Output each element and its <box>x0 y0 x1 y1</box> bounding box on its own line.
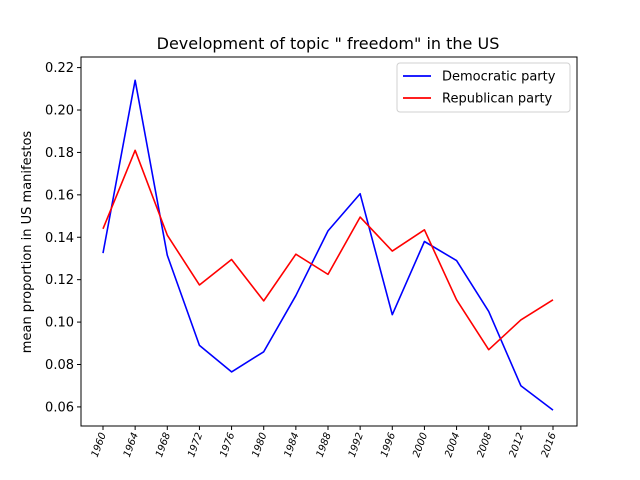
data-point-democratic-1984 <box>295 295 297 297</box>
data-point-democratic-1968 <box>166 254 168 256</box>
x-tick-label-1996: 1996 <box>379 431 398 459</box>
data-point-republican-1992 <box>359 216 361 218</box>
x-tick-label-1980: 1980 <box>250 431 269 459</box>
data-point-democratic-1992 <box>359 193 361 195</box>
series-line-democratic <box>102 79 554 411</box>
data-point-republican-2012 <box>520 319 522 321</box>
data-point-republican-2016 <box>552 299 554 301</box>
x-tick-label-2008: 2008 <box>475 431 494 459</box>
data-point-democratic-2000 <box>423 241 425 243</box>
data-point-democratic-2016 <box>552 409 554 411</box>
y-tick-label-0: 0.06 <box>45 400 74 415</box>
x-tick-label-1960: 1960 <box>90 431 109 459</box>
x-tick-label-1976: 1976 <box>218 431 237 459</box>
data-point-democratic-1976 <box>231 371 233 373</box>
y-tick-label-4: 0.14 <box>45 231 74 246</box>
x-tick-label-1988: 1988 <box>315 431 334 459</box>
series-line-republican <box>102 149 554 351</box>
y-tick-label-7: 0.20 <box>45 104 74 119</box>
chart-title: Development of topic " freedom" in the U… <box>157 34 500 53</box>
data-point-democratic-1964 <box>134 79 136 81</box>
data-point-republican-1980 <box>263 300 265 302</box>
x-tick-label-2004: 2004 <box>443 431 462 459</box>
data-point-democratic-1996 <box>391 314 393 316</box>
x-tick-label-2012: 2012 <box>508 431 527 459</box>
data-point-republican-2000 <box>423 229 425 231</box>
y-axis-label: mean proportion in US manifestos <box>20 131 35 354</box>
data-point-republican-1988 <box>327 273 329 275</box>
x-tick-label-1964: 1964 <box>122 431 141 459</box>
y-tick-label-8: 0.22 <box>45 61 74 76</box>
data-point-democratic-2012 <box>520 385 522 387</box>
data-point-republican-1968 <box>166 234 168 236</box>
data-point-democratic-2004 <box>456 260 458 262</box>
y-tick-label-3: 0.12 <box>45 273 74 288</box>
y-tick-label-2: 0.10 <box>45 316 74 331</box>
x-tick-label-2016: 2016 <box>540 431 559 459</box>
data-point-republican-1976 <box>231 259 233 261</box>
data-point-republican-1960 <box>102 228 104 230</box>
data-point-republican-1964 <box>134 149 136 151</box>
plot-frame <box>80 56 578 427</box>
x-tick-label-2000: 2000 <box>411 431 430 459</box>
x-tick-label-1992: 1992 <box>347 431 366 459</box>
data-point-democratic-1972 <box>198 344 200 346</box>
plot-area: 0.06 0.08 0.10 0.12 0.14 0.16 0.18 0.20 0.22 1960… <box>45 61 559 459</box>
data-point-democratic-1980 <box>263 351 265 353</box>
legend-label-0: Democratic party <box>442 70 556 85</box>
x-tick-label-1968: 1968 <box>154 431 173 459</box>
data-point-republican-2004 <box>456 299 458 301</box>
x-tick-label-1972: 1972 <box>186 431 205 459</box>
data-point-republican-1996 <box>391 250 393 252</box>
y-tick-label-5: 0.16 <box>45 188 74 203</box>
data-point-republican-1972 <box>198 284 200 286</box>
data-point-republican-2008 <box>488 349 490 351</box>
data-point-democratic-1960 <box>102 252 104 254</box>
y-tick-label-1: 0.08 <box>45 358 74 373</box>
data-point-republican-1984 <box>295 253 297 255</box>
data-point-democratic-1988 <box>327 230 329 232</box>
legend-box <box>396 62 571 113</box>
legend-label-1: Republican party <box>442 92 553 107</box>
legend: Democratic party Republican party <box>396 62 571 113</box>
y-tick-label-6: 0.18 <box>45 146 74 161</box>
x-tick-label-1984: 1984 <box>283 431 302 459</box>
data-point-democratic-2008 <box>488 310 490 312</box>
